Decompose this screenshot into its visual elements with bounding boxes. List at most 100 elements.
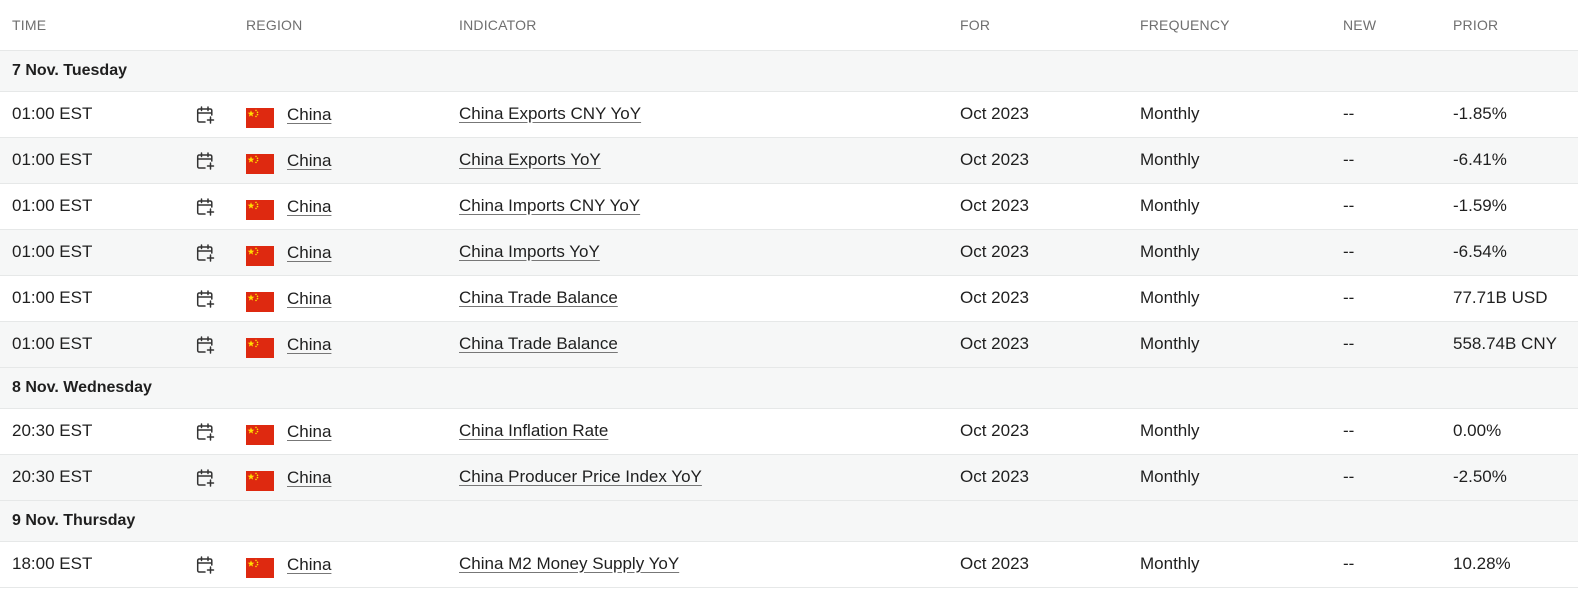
event-frequency: Monthly xyxy=(1140,466,1200,486)
calendar-plus-icon[interactable] xyxy=(195,151,215,171)
region-cell: China xyxy=(246,419,331,445)
calendar-plus-icon[interactable] xyxy=(195,468,215,488)
column-header-prior[interactable]: PRIOR xyxy=(1453,17,1499,33)
indicator-link[interactable]: China Imports YoY xyxy=(459,241,600,261)
event-prior-value: 0.00% xyxy=(1453,420,1502,440)
event-new-value: -- xyxy=(1343,333,1355,353)
table-row: 20:30 EST China China Inflation Rate Oct 20… xyxy=(0,409,1578,455)
event-time: 20:30 EST xyxy=(12,466,93,486)
event-prior-value: -1.85% xyxy=(1453,103,1507,123)
date-section-header: 8 Nov. Wednesday xyxy=(0,368,1578,409)
region-link[interactable]: China xyxy=(287,196,332,216)
event-frequency: Monthly xyxy=(1140,195,1200,215)
region-link[interactable]: China xyxy=(287,104,332,124)
event-period: Oct 2023 xyxy=(960,287,1029,307)
event-period: Oct 2023 xyxy=(960,149,1029,169)
event-time: 01:00 EST xyxy=(12,195,93,215)
region-cell: China xyxy=(246,465,331,491)
table-row: 01:00 EST China China Imports YoY Oct 2023 M… xyxy=(0,230,1578,276)
event-period: Oct 2023 xyxy=(960,466,1029,486)
china-flag-icon xyxy=(246,199,274,220)
table-header: TIME REGION INDICATOR FOR FREQUENCY NEW … xyxy=(0,0,1578,51)
calendar-plus-icon[interactable] xyxy=(195,243,215,263)
indicator-link[interactable]: China Trade Balance xyxy=(459,333,618,353)
calendar-plus-icon[interactable] xyxy=(195,105,215,125)
region-link[interactable]: China xyxy=(287,334,332,354)
region-cell: China xyxy=(246,148,331,174)
indicator-link[interactable]: China Exports YoY xyxy=(459,149,601,169)
event-prior-value: 77.71B USD xyxy=(1453,287,1548,307)
indicator-link[interactable]: China Exports CNY YoY xyxy=(459,103,642,123)
region-cell: China xyxy=(246,332,331,358)
region-cell: China xyxy=(246,240,331,266)
event-frequency: Monthly xyxy=(1140,333,1200,353)
event-time: 01:00 EST xyxy=(12,241,93,261)
column-header-region[interactable]: REGION xyxy=(246,17,303,33)
event-new-value: -- xyxy=(1343,241,1355,261)
calendar-plus-icon[interactable] xyxy=(195,422,215,442)
table-row: 01:00 EST China China Imports CNY YoY Oct 2… xyxy=(0,184,1578,230)
event-time: 01:00 EST xyxy=(12,149,93,169)
table-row: 01:00 EST China China Exports CNY YoY Oct 2… xyxy=(0,92,1578,138)
event-frequency: Monthly xyxy=(1140,287,1200,307)
china-flag-icon xyxy=(246,557,274,578)
indicator-link[interactable]: China Inflation Rate xyxy=(459,420,609,440)
event-prior-value: 558.74B CNY xyxy=(1453,333,1557,353)
calendar-plus-icon[interactable] xyxy=(195,289,215,309)
region-cell: China xyxy=(246,552,331,578)
event-prior-value: 10.28% xyxy=(1453,553,1511,573)
event-time: 01:00 EST xyxy=(12,333,93,353)
column-header-time[interactable]: TIME xyxy=(12,17,47,33)
indicator-link[interactable]: China M2 Money Supply YoY xyxy=(459,553,680,573)
event-new-value: -- xyxy=(1343,103,1355,123)
calendar-plus-icon[interactable] xyxy=(195,555,215,575)
region-cell: China xyxy=(246,194,331,220)
table-row: 20:30 EST China China Producer Price Index… xyxy=(0,455,1578,501)
column-header-for[interactable]: FOR xyxy=(960,17,991,33)
china-flag-icon xyxy=(246,153,274,174)
event-new-value: -- xyxy=(1343,420,1355,440)
event-time: 20:30 EST xyxy=(12,420,93,440)
indicator-link[interactable]: China Producer Price Index YoY xyxy=(459,466,702,486)
region-link[interactable]: China xyxy=(287,150,332,170)
indicator-link[interactable]: China Imports CNY YoY xyxy=(459,195,641,215)
event-new-value: -- xyxy=(1343,149,1355,169)
calendar-plus-icon[interactable] xyxy=(195,197,215,217)
event-time: 18:00 EST xyxy=(12,553,93,573)
region-link[interactable]: China xyxy=(287,421,332,441)
region-link[interactable]: China xyxy=(287,554,332,574)
event-frequency: Monthly xyxy=(1140,420,1200,440)
event-frequency: Monthly xyxy=(1140,241,1200,261)
china-flag-icon xyxy=(246,291,274,312)
region-link[interactable]: China xyxy=(287,467,332,487)
region-link[interactable]: China xyxy=(287,288,332,308)
event-prior-value: -6.41% xyxy=(1453,149,1507,169)
region-cell: China xyxy=(246,102,331,128)
event-period: Oct 2023 xyxy=(960,420,1029,440)
china-flag-icon xyxy=(246,107,274,128)
table-row: 01:00 EST China China Trade Balance Oct 202… xyxy=(0,276,1578,322)
event-new-value: -- xyxy=(1343,466,1355,486)
event-period: Oct 2023 xyxy=(960,333,1029,353)
table-row: 18:00 EST China China M2 Money Supply YoY O… xyxy=(0,542,1578,588)
event-frequency: Monthly xyxy=(1140,553,1200,573)
section-date: 9 Nov. Thursday xyxy=(12,512,136,529)
event-frequency: Monthly xyxy=(1140,103,1200,123)
event-new-value: -- xyxy=(1343,287,1355,307)
date-section-header: 9 Nov. Thursday xyxy=(0,501,1578,542)
event-period: Oct 2023 xyxy=(960,195,1029,215)
column-header-frequency[interactable]: FREQUENCY xyxy=(1140,17,1230,33)
event-frequency: Monthly xyxy=(1140,149,1200,169)
china-flag-icon xyxy=(246,424,274,445)
china-flag-icon xyxy=(246,245,274,266)
column-header-indicator[interactable]: INDICATOR xyxy=(459,17,537,33)
column-header-new[interactable]: NEW xyxy=(1343,17,1377,33)
region-link[interactable]: China xyxy=(287,242,332,262)
china-flag-icon xyxy=(246,337,274,358)
table-body: 7 Nov. Tuesday 01:00 EST China China Export… xyxy=(0,51,1578,588)
date-section-header: 7 Nov. Tuesday xyxy=(0,51,1578,92)
event-period: Oct 2023 xyxy=(960,241,1029,261)
calendar-plus-icon[interactable] xyxy=(195,335,215,355)
section-date: 7 Nov. Tuesday xyxy=(12,62,127,79)
indicator-link[interactable]: China Trade Balance xyxy=(459,287,618,307)
